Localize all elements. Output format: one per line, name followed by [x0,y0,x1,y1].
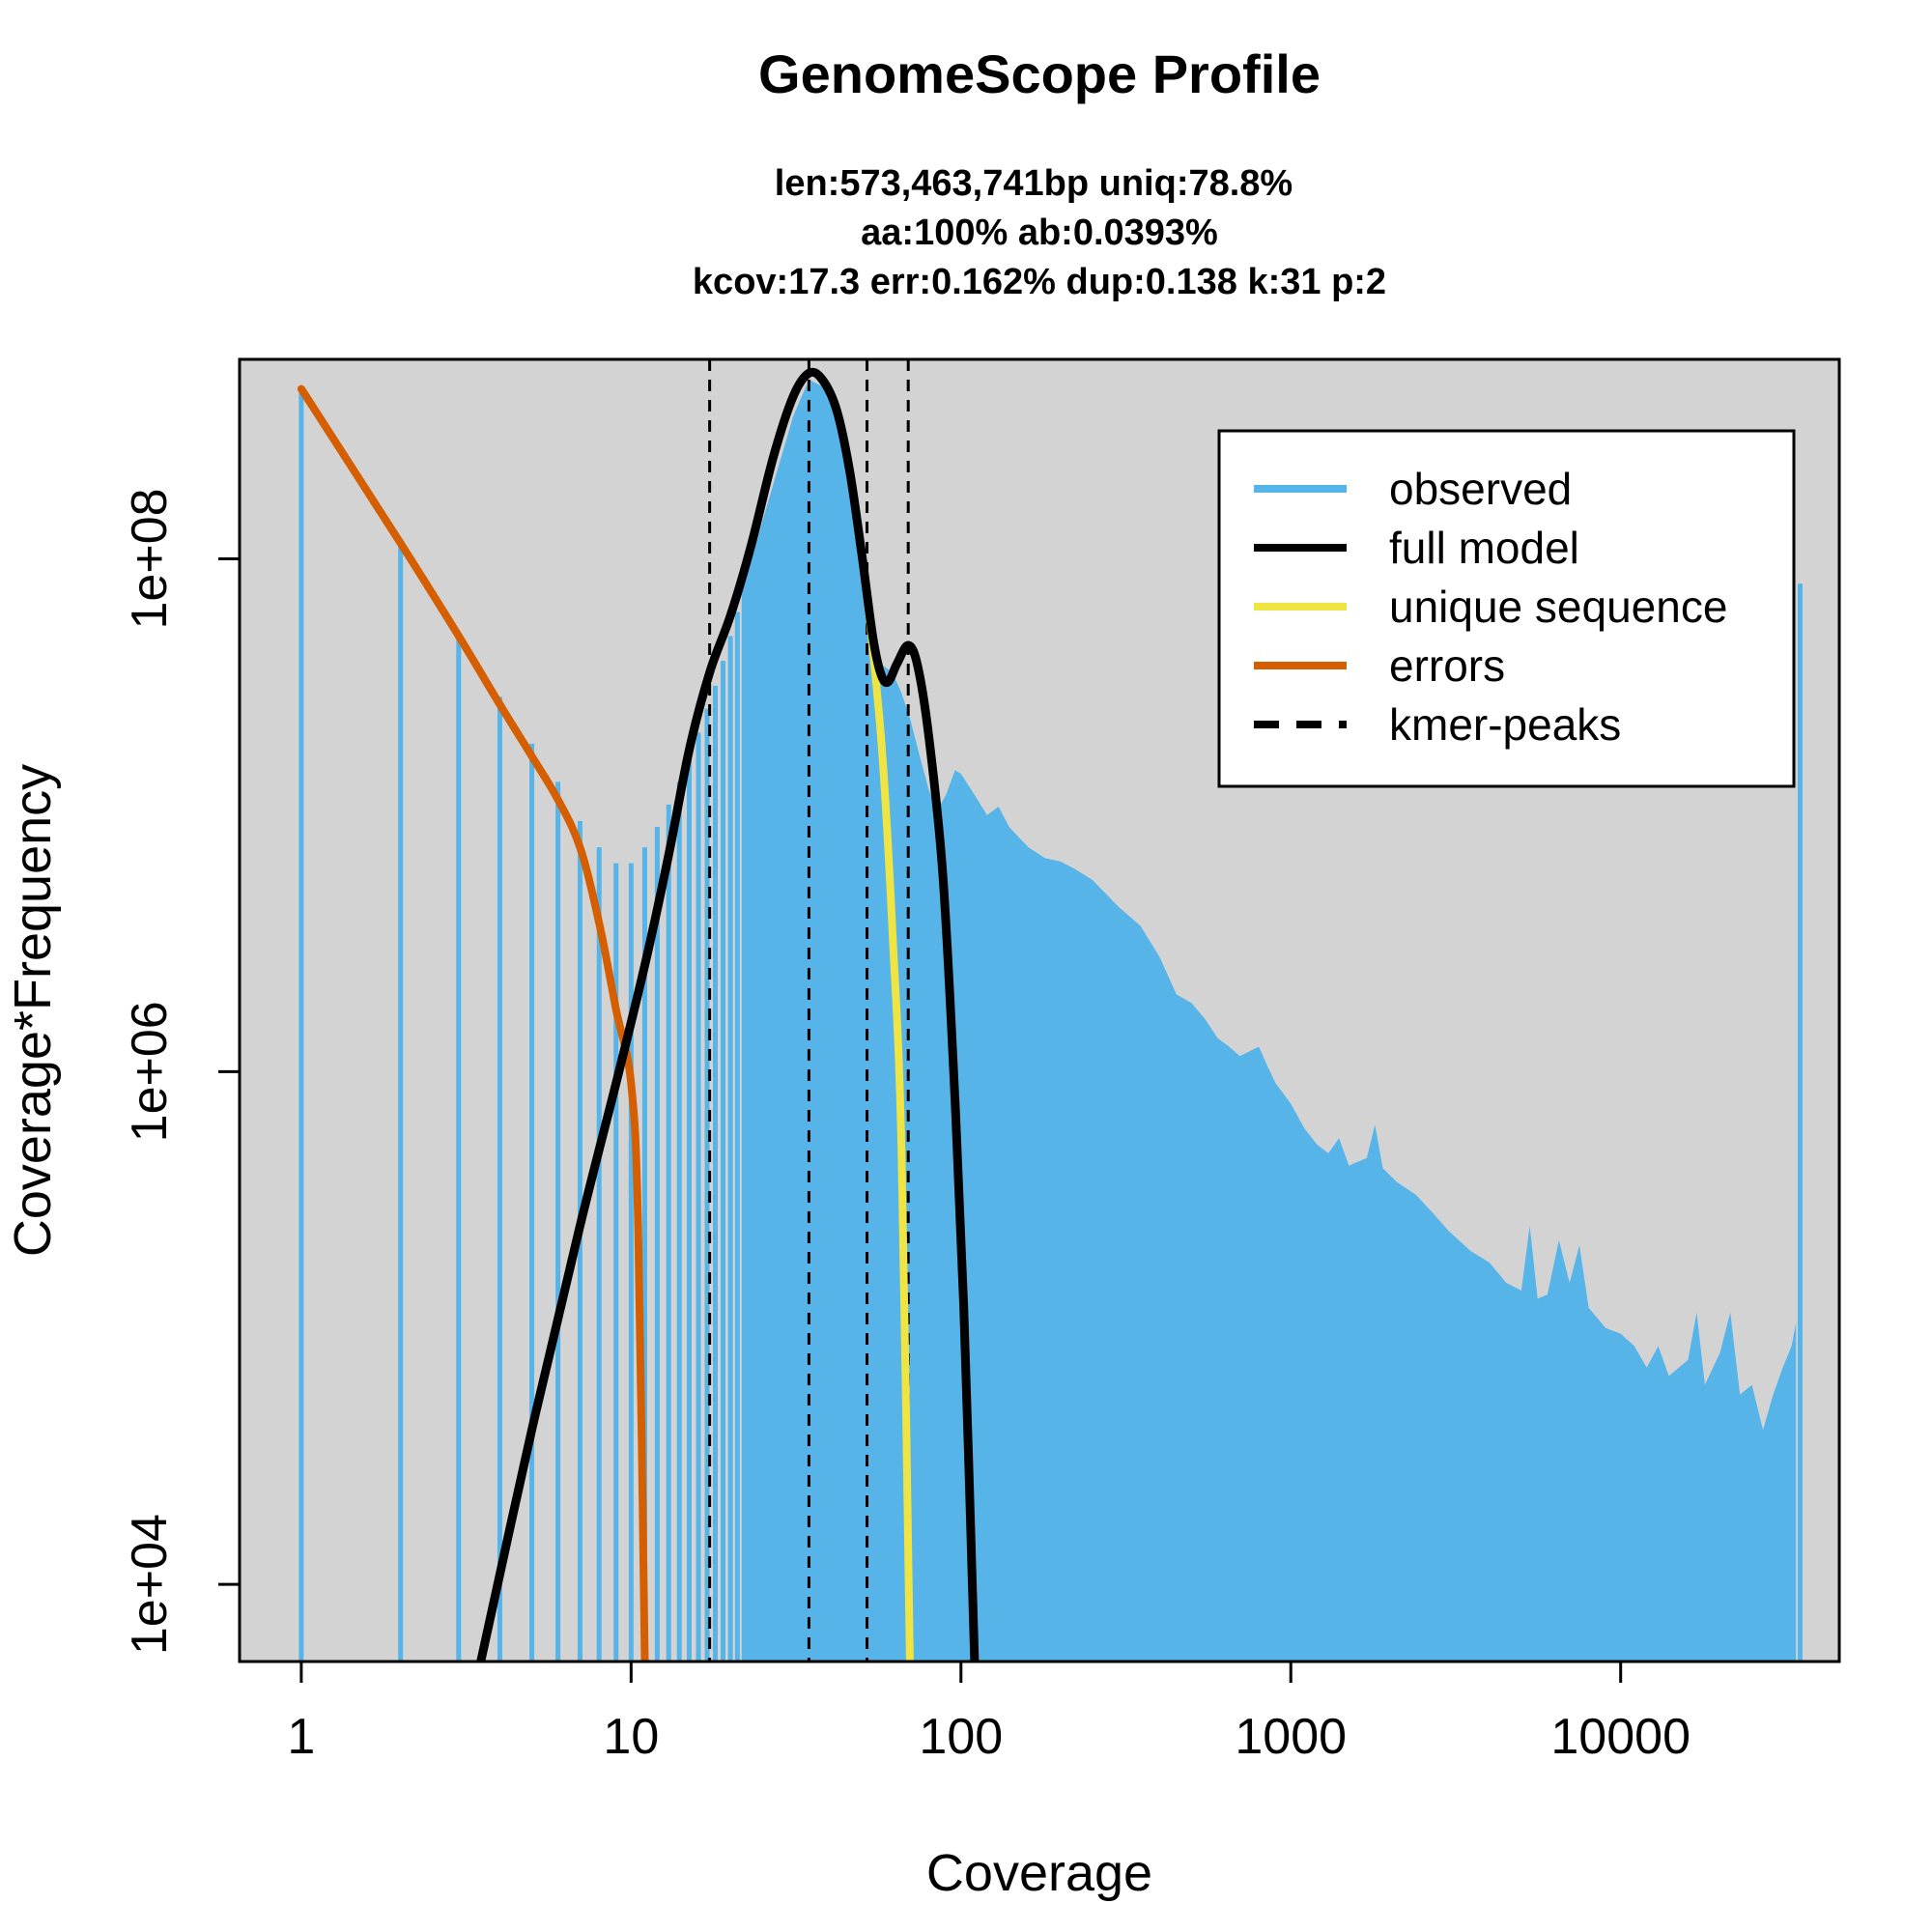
legend-label: observed [1389,464,1572,514]
x-axis-title: Coverage [926,1844,1152,1902]
y-axis: 1e+04 1e+06 1e+08 [122,488,242,1655]
x-tick-label: 100 [919,1709,1003,1765]
x-tick-label: 10000 [1550,1709,1690,1765]
y-tick-label: 1e+04 [122,1514,178,1655]
full-model-line [476,367,980,1662]
legend-label: full model [1389,523,1579,573]
x-axis: 1 10 100 1000 10000 [287,1660,1690,1765]
chart-subtitle-line: len:573,463,741bp uniq:78.8% [775,163,1293,204]
chart-subtitle-line: aa:100% ab:0.0393% [861,213,1218,253]
y-tick-label: 1e+06 [122,1001,178,1142]
legend-label: errors [1389,640,1505,691]
chart-title: GenomeScope Profile [758,43,1321,104]
observed-area [744,380,1797,1662]
x-tick-label: 10 [603,1709,659,1765]
chart-subtitle-line: kcov:17.3 err:0.162% dup:0.138 k:31 p:2 [693,262,1386,302]
x-tick-label: 1000 [1235,1709,1347,1765]
legend: observed full model unique sequence errors k… [1217,429,1796,788]
errors-line [297,384,649,1662]
legend-label: unique sequence [1389,582,1727,632]
x-tick-label: 1 [287,1709,315,1765]
y-tick-label: 1e+08 [122,488,178,629]
y-axis-title: Coverage*Frequency [4,764,62,1257]
legend-label: kmer-peaks [1389,699,1621,750]
